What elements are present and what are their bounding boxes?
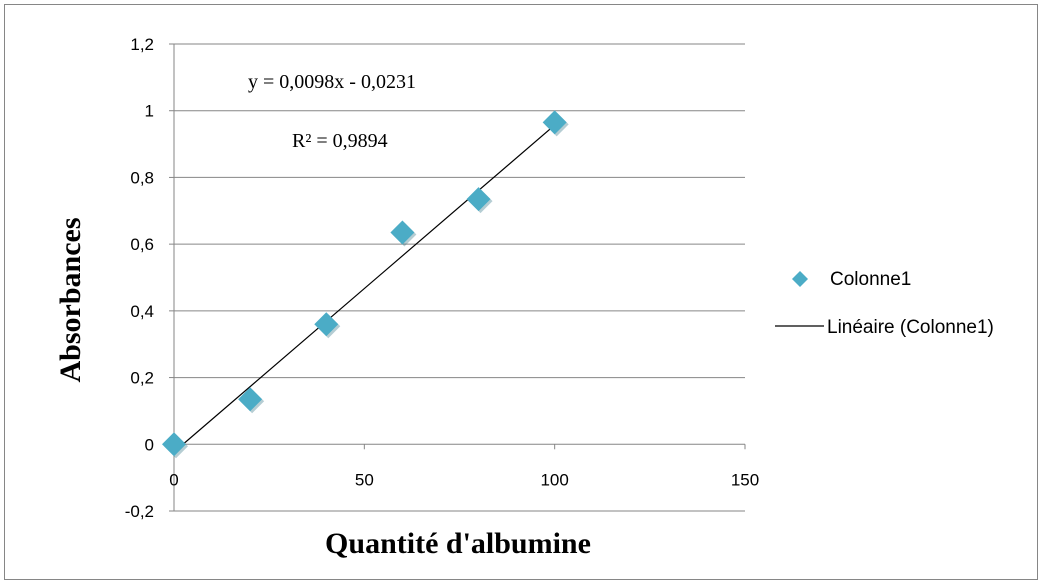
trendline-equation: y = 0,0098x - 0,0231 (248, 71, 416, 93)
data-point (314, 312, 339, 337)
x-axis-title: Quantité d'albumine (325, 527, 591, 560)
x-tick-label: 50 (355, 470, 374, 489)
y-tick-label: 0,2 (130, 369, 154, 388)
data-point (238, 387, 263, 412)
legend: Colonne1 Linéaire (Colonne1) (775, 269, 994, 338)
chart-area (4, 4, 1038, 580)
trendline (173, 124, 556, 453)
data-point (162, 432, 186, 457)
data-points (162, 110, 569, 459)
y-tick-label: 0,6 (130, 235, 154, 254)
y-tick-label: -0,2 (125, 502, 154, 521)
trendline-r2: R² = 0,9894 (292, 130, 388, 152)
legend-marker-colonne1 (792, 271, 808, 287)
axes (169, 43, 746, 512)
trendline-layer (173, 124, 556, 453)
x-tick-label: 150 (731, 470, 759, 489)
x-tick-label: 100 (540, 470, 568, 489)
y-tick-label: 1,2 (130, 35, 154, 54)
data-point (542, 110, 567, 135)
x-tick-label: 0 (169, 470, 178, 489)
y-tick-label: 0 (145, 435, 154, 454)
y-axis-title: Absorbances (54, 217, 87, 382)
data-point (466, 187, 491, 212)
gridlines (174, 43, 745, 512)
y-tick-label: 1 (145, 102, 154, 121)
y-tick-label: 0,8 (130, 168, 154, 187)
legend-label-trendline: Linéaire (Colonne1) (827, 317, 994, 338)
data-point (390, 220, 415, 245)
tick-labels: -0,2 0 0,2 0,4 0,6 0,8 1 1,2 0 50 100 150 (125, 35, 759, 521)
y-tick-label: 0,4 (130, 302, 154, 321)
legend-label-colonne1: Colonne1 (830, 269, 911, 290)
